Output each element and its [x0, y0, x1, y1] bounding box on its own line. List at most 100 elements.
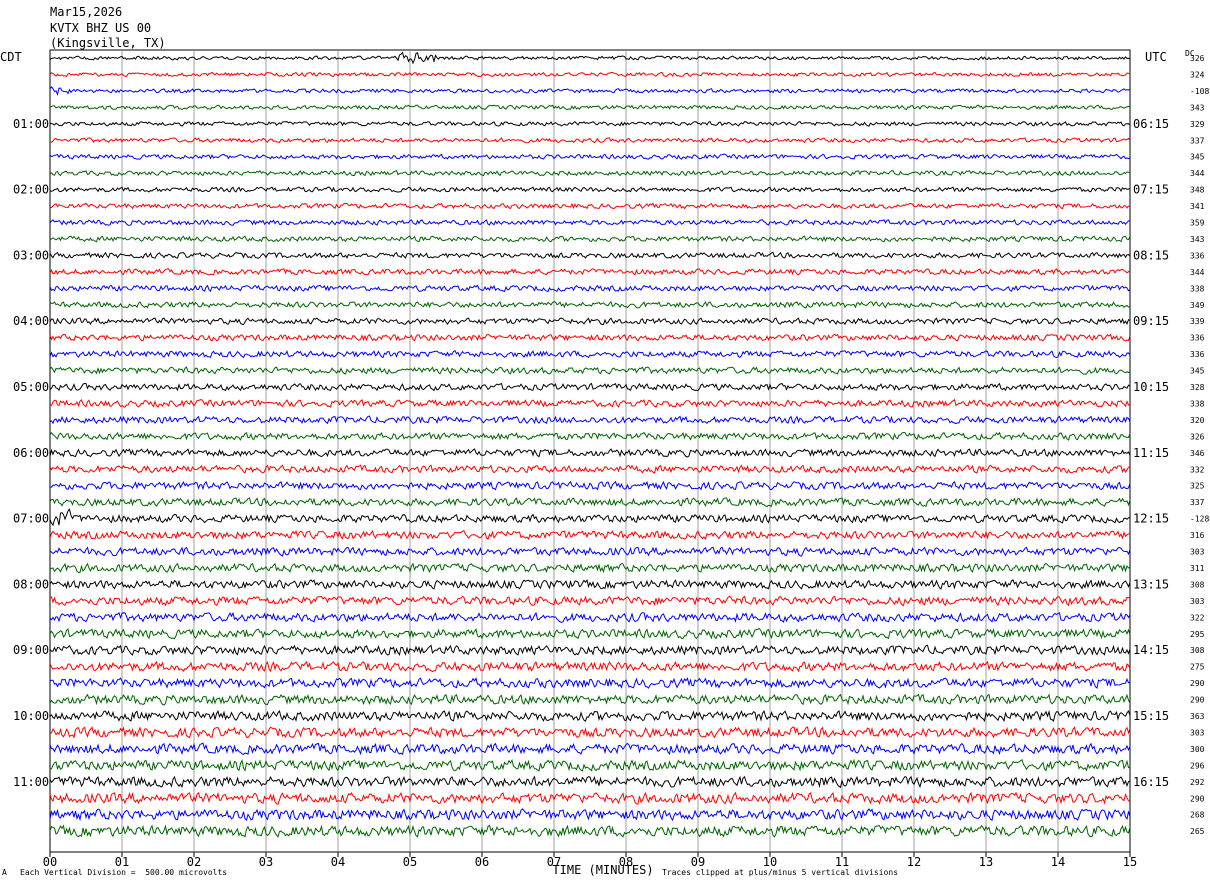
left-hour-label: 03:00	[13, 248, 49, 262]
trace-line	[49, 709, 1131, 723]
dc-offset-label: 336	[1190, 350, 1205, 359]
dc-offset-label: 338	[1190, 284, 1205, 293]
dc-header: DC	[1185, 49, 1195, 58]
station-location: (Kingsville, TX)	[50, 36, 166, 50]
left-hour-label: 02:00	[13, 183, 49, 197]
dc-offset-label: 303	[1190, 597, 1205, 606]
trace-line	[49, 235, 1131, 243]
dc-offset-label: 341	[1190, 202, 1205, 211]
trace-line	[49, 448, 1131, 458]
trace-line	[49, 742, 1131, 756]
left-hour-label: 04:00	[13, 314, 49, 328]
dc-offset-label: 326	[1190, 54, 1205, 63]
dc-offset-label: 303	[1190, 728, 1205, 737]
trace-line	[49, 808, 1131, 822]
dc-offset-label: 345	[1190, 367, 1205, 376]
left-hour-label: 07:00	[13, 512, 49, 526]
dc-offset-label: 268	[1190, 811, 1205, 820]
x-tick-label: 06	[475, 855, 489, 869]
x-tick-label: 15	[1123, 855, 1137, 869]
trace-line	[49, 300, 1131, 309]
dc-offset-label: 328	[1190, 383, 1205, 392]
right-hour-label: 10:15	[1133, 380, 1169, 394]
x-tick-label: 09	[691, 855, 705, 869]
trace-line	[49, 508, 1131, 527]
trace-line	[49, 350, 1131, 359]
footer-mark: A	[2, 868, 7, 877]
dc-offset-label: 292	[1190, 778, 1205, 787]
x-tick-label: 13	[979, 855, 993, 869]
right-hour-label: 08:15	[1133, 248, 1169, 262]
dc-offset-label: 308	[1190, 580, 1205, 589]
dc-offset-label: 324	[1190, 70, 1205, 79]
left-hour-label: 11:00	[13, 775, 49, 789]
dc-offset-label: 332	[1190, 465, 1205, 474]
trace-line	[49, 579, 1131, 590]
dc-offset-label: 329	[1190, 120, 1205, 129]
x-tick-label: 04	[331, 855, 345, 869]
trace-line	[49, 644, 1131, 657]
x-tick-label: 07	[547, 855, 561, 869]
dc-offset-label: 316	[1190, 531, 1205, 540]
trace-line	[49, 562, 1131, 574]
trace-line	[49, 104, 1131, 111]
trace-line	[49, 251, 1131, 259]
trace-line	[49, 758, 1131, 772]
dc-offset-label: 344	[1190, 169, 1205, 178]
right-hour-label: 09:15	[1133, 314, 1169, 328]
right-hour-label: 12:15	[1133, 512, 1169, 526]
dc-offset-label: 303	[1190, 548, 1205, 557]
dc-offset-label: 326	[1190, 432, 1205, 441]
dc-offset-label: -1087	[1190, 87, 1210, 96]
x-tick-label: 11	[835, 855, 849, 869]
right-hour-label: 07:15	[1133, 183, 1169, 197]
dc-offset-label: 337	[1190, 498, 1205, 507]
x-tick-label: 01	[115, 855, 129, 869]
dc-offset-label: 343	[1190, 235, 1205, 244]
left-hour-label: 09:00	[13, 643, 49, 657]
x-tick-label: 12	[907, 855, 921, 869]
right-hour-label: 11:15	[1133, 446, 1169, 460]
dc-offset-label: 349	[1190, 301, 1205, 310]
trace-line	[49, 415, 1131, 425]
x-tick-label: 05	[403, 855, 417, 869]
plot-frame	[49, 49, 1131, 853]
x-tick-label: 02	[187, 855, 201, 869]
dc-offset-label: 275	[1190, 663, 1205, 672]
dc-offset-label: 322	[1190, 613, 1205, 622]
dc-offset-label: 296	[1190, 761, 1205, 770]
x-tick-label: 03	[259, 855, 273, 869]
trace-line	[49, 51, 1131, 65]
trace-line	[49, 333, 1131, 342]
trace-line	[49, 497, 1131, 508]
dc-offset-label: 346	[1190, 449, 1205, 458]
right-hour-label: 14:15	[1133, 643, 1169, 657]
clip-note: Traces clipped at plus/minus 5 vertical …	[662, 868, 899, 877]
trace-line	[49, 169, 1131, 177]
trace-line	[49, 464, 1131, 474]
right-hour-label: 06:15	[1133, 117, 1169, 131]
dc-offset-label: 290	[1190, 679, 1205, 688]
x-axis-title: TIME (MINUTES)	[552, 863, 653, 877]
left-hour-label: 01:00	[13, 117, 49, 131]
dc-offset-label: 336	[1190, 251, 1205, 260]
dc-offset-label: 339	[1190, 317, 1205, 326]
dc-offset-label: 325	[1190, 482, 1205, 491]
dc-offset-label: 295	[1190, 630, 1205, 639]
trace-line	[49, 611, 1131, 623]
left-hour-label: 10:00	[13, 709, 49, 723]
trace-line	[49, 628, 1131, 640]
trace-line	[49, 219, 1131, 226]
dc-offset-label: 311	[1190, 564, 1205, 573]
dc-offset-label: 308	[1190, 646, 1205, 655]
trace-line	[49, 382, 1131, 392]
trace-line	[49, 153, 1131, 160]
dc-offset-label: 320	[1190, 416, 1205, 425]
dc-offset-label: 300	[1190, 745, 1205, 754]
trace-line	[49, 693, 1131, 706]
trace-line	[49, 317, 1131, 326]
trace-line	[49, 186, 1131, 193]
x-tick-label: 10	[763, 855, 777, 869]
dc-offset-label: 265	[1190, 827, 1205, 836]
